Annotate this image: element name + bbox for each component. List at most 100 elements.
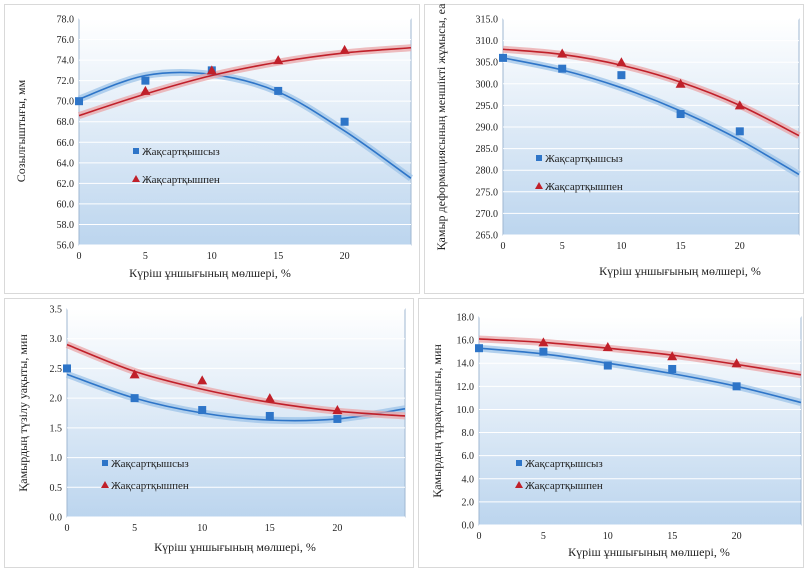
x-tick-label: 10	[197, 523, 207, 534]
legend-marker	[102, 460, 108, 466]
y-tick-label: 270.0	[476, 209, 499, 220]
trend-line	[78, 46, 412, 117]
y-tick-label: 1.0	[50, 453, 63, 464]
x-axis-label: Күріш ұншығының мөлшері, %	[599, 264, 761, 278]
y-tick-label: 10.0	[457, 405, 475, 416]
legend-label: Жақсартқышпен	[111, 480, 189, 492]
y-tick-label: 60.0	[57, 199, 75, 210]
legend-marker	[536, 155, 542, 161]
y-tick-label: 305.0	[476, 58, 499, 69]
y-tick-label: 12.0	[457, 382, 475, 393]
data-point	[333, 414, 342, 423]
y-tick-label: 4.0	[462, 474, 475, 485]
chart-panel-deformation-work: 265.0 270.0 275.0 280.0 285.0 290.0 295.0 300.0…	[424, 3, 804, 294]
data-point	[265, 411, 274, 420]
y-tick-label: 290.0	[476, 123, 499, 134]
y-tick-label: 68.0	[57, 117, 75, 128]
y-tick-label: 275.0	[476, 187, 499, 198]
chart-panel-elongation: 56.0 58.0 60.0 62.0 64.0 66.0 68.0 70.0 72.0 74.0…	[4, 4, 420, 294]
x-tick-label: 10	[207, 251, 217, 262]
trend-line	[502, 48, 800, 137]
data-point	[273, 55, 284, 65]
y-tick-label: 58.0	[57, 220, 75, 231]
data-point	[675, 78, 686, 88]
trend-line	[478, 338, 802, 376]
legend-label: Жақсартқышсыз	[142, 146, 220, 158]
legend-label: Жақсартқышпен	[142, 174, 220, 186]
y-tick-label: 8.0	[462, 428, 475, 439]
data-point	[732, 382, 741, 391]
chart-dough-stability: 0.0 2.0 4.0 6.0 8.0 10.0 12.0 14.0 16.0 18.0 0 5 10 1…	[430, 313, 802, 559]
x-tick-label: 20	[732, 531, 742, 542]
data-point	[617, 71, 626, 80]
legend-marker	[133, 148, 139, 154]
legend-marker	[515, 481, 523, 488]
data-point	[603, 361, 612, 370]
y-tick-label: 64.0	[57, 158, 75, 169]
data-point	[668, 365, 677, 373]
data-point	[197, 375, 208, 385]
legend-label: Жақсартқышсыз	[545, 153, 623, 165]
x-tick-label: 15	[273, 251, 283, 262]
y-tick-label: 56.0	[57, 241, 75, 252]
data-point	[274, 86, 283, 95]
y-tick-label: 66.0	[57, 138, 75, 149]
y-axis-label: Қамырдың тұрақтылығы, мин	[430, 344, 444, 498]
legend-marker	[516, 460, 522, 466]
y-tick-label: 76.0	[57, 35, 75, 46]
data-point	[676, 110, 685, 119]
x-tick-label: 20	[735, 241, 745, 252]
legend-marker	[101, 481, 109, 488]
y-axis-label: Созылғыштығы, мм	[14, 79, 28, 182]
y-tick-label: 310.0	[476, 36, 499, 47]
x-tick-label: 15	[676, 241, 686, 252]
trend-line	[66, 343, 406, 417]
legend-label: Жақсартқышсыз	[525, 458, 603, 470]
y-tick-label: 0.0	[462, 521, 475, 532]
x-tick-label: 5	[132, 523, 137, 534]
x-tick-label: 0	[65, 523, 70, 534]
data-point	[129, 369, 140, 379]
data-point	[602, 342, 613, 352]
legend-marker	[535, 182, 543, 189]
data-point	[63, 364, 71, 373]
y-tick-label: 74.0	[57, 56, 75, 67]
y-tick-label: 16.0	[457, 336, 475, 347]
chart-panel-dough-formation-time: 0.0 0.5 1.0 1.5 2.0 2.5 3.0 3.5 0 5 10 15 20 Күріш ұн…	[4, 298, 414, 568]
y-tick-label: 3.5	[50, 305, 63, 316]
data-point	[339, 44, 350, 54]
y-tick-label: 285.0	[476, 144, 499, 155]
y-tick-label: 78.0	[57, 15, 75, 26]
y-tick-label: 14.0	[457, 359, 475, 370]
chart-panel-dough-stability: 0.0 2.0 4.0 6.0 8.0 10.0 12.0 14.0 16.0 18.0 0 5 10 1…	[418, 298, 804, 568]
y-tick-label: 0.0	[50, 513, 63, 524]
y-tick-label: 265.0	[476, 231, 499, 242]
x-tick-label: 0	[501, 241, 506, 252]
data-point	[539, 347, 548, 356]
y-tick-label: 6.0	[462, 451, 475, 462]
y-tick-label: 70.0	[57, 97, 75, 108]
plot-area	[78, 18, 412, 246]
data-point	[198, 406, 207, 415]
chart-dough-formation-time: 0.0 0.5 1.0 1.5 2.0 2.5 3.0 3.5 0 5 10 15 20 Күріш ұн…	[16, 305, 406, 554]
data-point	[475, 344, 483, 353]
x-tick-label: 0	[477, 531, 482, 542]
data-point	[616, 57, 627, 67]
y-tick-label: 295.0	[476, 101, 499, 112]
data-point	[538, 337, 549, 347]
data-point	[731, 358, 742, 368]
data-point	[75, 97, 83, 106]
x-axis-label: Күріш ұншығының мөлшері, %	[154, 540, 316, 554]
y-axis-label: Қамыр деформациясының меншікті жұмысы, е…	[434, 3, 448, 251]
x-tick-label: 5	[560, 241, 565, 252]
y-tick-label: 3.0	[50, 334, 63, 345]
y-tick-label: 72.0	[57, 76, 75, 87]
trend-line	[78, 71, 412, 179]
legend-marker	[132, 175, 140, 182]
y-tick-label: 2.5	[50, 364, 63, 375]
y-tick-label: 2.0	[50, 394, 63, 405]
x-tick-label: 10	[616, 241, 626, 252]
data-point	[734, 100, 745, 110]
data-point	[206, 65, 217, 75]
y-axis-label: Қамырдың түзілу уақыты, мин	[16, 334, 30, 492]
